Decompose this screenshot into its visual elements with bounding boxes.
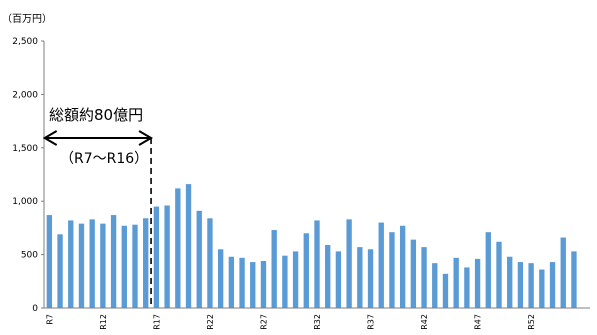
bar-R37 — [367, 249, 374, 308]
y-tick-label: 0 — [32, 304, 38, 314]
bar-R10 — [78, 223, 85, 308]
bar-R55 — [560, 237, 566, 308]
x-tick-label: R32 — [313, 314, 322, 330]
y-tick-label: 1,500 — [12, 144, 38, 154]
x-tick-label: R27 — [259, 314, 268, 330]
x-tick-label: R47 — [474, 314, 483, 330]
annotation-arrowhead-left — [42, 130, 58, 146]
bar-R48 — [485, 232, 491, 308]
x-axis-ticks: R7 R12 R17 R22 R27 R32 R37 R42 R47 R52 — [45, 314, 536, 330]
bar-R36 — [357, 247, 363, 308]
bar-R56 — [571, 251, 577, 308]
bar-R8 — [57, 234, 63, 308]
y-axis-ticks: 0 500 1,000 1,500 2,000 2,500 — [12, 37, 44, 314]
y-tick-label: 2,500 — [12, 37, 38, 47]
chart-axes — [43, 41, 590, 309]
bar-R41 — [410, 239, 417, 308]
annotation-shapes — [42, 130, 154, 308]
x-tick-label: R42 — [420, 314, 429, 330]
x-tick-label: R37 — [367, 314, 376, 330]
bar-R49 — [496, 241, 502, 308]
bar-R26 — [250, 262, 256, 308]
bar-R20 — [185, 184, 192, 308]
x-tick-label: R22 — [206, 314, 215, 330]
bar-series — [46, 184, 577, 308]
annotation-total-label: 総額約80億円 — [49, 106, 144, 124]
bar-R18 — [164, 205, 170, 308]
bar-R29 — [282, 255, 288, 308]
bar-R53 — [539, 269, 545, 308]
x-tick-label: R12 — [99, 314, 108, 330]
bar-R21 — [196, 210, 202, 308]
bar-R13 — [110, 215, 117, 308]
bar-R31 — [303, 233, 309, 308]
bar-R17 — [153, 206, 160, 308]
bar-R11 — [89, 219, 95, 308]
y-tick-label: 2,000 — [12, 90, 38, 100]
bar-R38 — [378, 222, 384, 308]
y-axis-unit-label: （百万円） — [2, 14, 52, 25]
bar-R23 — [217, 249, 224, 308]
bar-R16 — [143, 218, 149, 308]
bar-R43 — [432, 263, 438, 308]
annotation-period-label: （R7〜R16） — [60, 151, 149, 167]
x-tick-label: R52 — [527, 314, 536, 330]
bar-R28 — [271, 230, 277, 308]
bar-R15 — [132, 224, 138, 308]
bar-R32 — [314, 220, 320, 308]
bar-R39 — [389, 232, 395, 308]
bar-R50 — [507, 256, 513, 308]
bar-R42 — [421, 247, 427, 308]
bar-R25 — [239, 257, 245, 308]
bar-R27 — [260, 261, 267, 308]
bar-R24 — [228, 256, 235, 308]
y-tick-label: 500 — [21, 251, 38, 261]
bar-R19 — [175, 188, 181, 308]
bar-R22 — [207, 218, 213, 308]
bar-R44 — [442, 273, 449, 308]
bar-R47 — [474, 258, 481, 308]
bar-R40 — [399, 225, 406, 308]
bar-R34 — [335, 251, 342, 308]
bar-R35 — [346, 219, 352, 308]
bar-R54 — [549, 262, 556, 308]
bar-R7 — [46, 215, 53, 308]
bar-R51 — [517, 262, 524, 308]
bar-R33 — [325, 244, 331, 308]
x-tick-label: R7 — [45, 314, 54, 325]
bar-R30 — [292, 251, 299, 308]
bar-R12 — [100, 223, 106, 308]
bar-R46 — [464, 267, 470, 308]
bar-R52 — [528, 263, 534, 308]
bar-R45 — [453, 257, 459, 308]
bar-R14 — [121, 225, 127, 308]
y-tick-label: 1,000 — [12, 197, 38, 207]
annotation-arrowhead-right — [138, 130, 154, 146]
x-tick-label: R17 — [152, 314, 161, 330]
bar-R9 — [68, 220, 74, 308]
